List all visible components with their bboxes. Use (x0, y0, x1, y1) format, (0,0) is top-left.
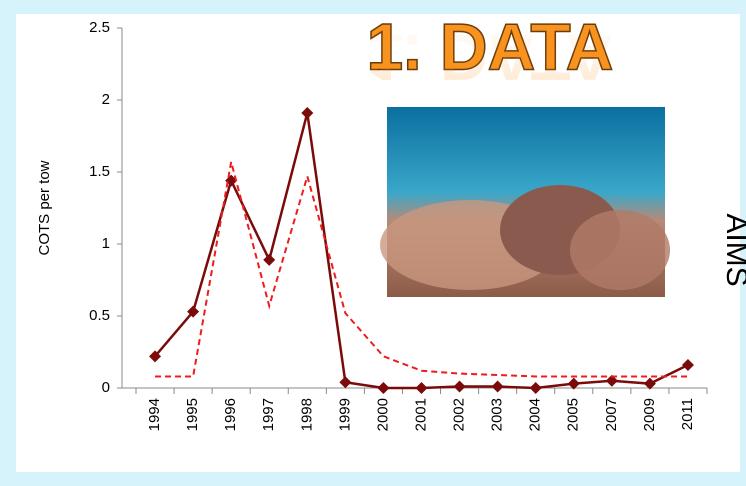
title-reflection: 1. DATA (367, 21, 614, 95)
y-axis-label: COTS per tow (36, 160, 53, 255)
y-tick-label: 1 (102, 235, 110, 252)
x-tick-label: 2009 (641, 398, 658, 431)
x-tick-label: 2007 (603, 398, 620, 431)
photo (380, 107, 670, 297)
side-note: AIMS (720, 213, 746, 286)
x-tick-label: 2000 (374, 398, 391, 431)
x-tick-label: 1999 (336, 398, 353, 431)
x-tick-label: 2002 (451, 398, 468, 431)
y-tick-label: 2 (102, 91, 110, 108)
x-tick-label: 2005 (565, 398, 582, 431)
x-tick-label: 2004 (527, 398, 544, 431)
chart: 1. DATA 1. DATA COTS per tow AIMS 00.511… (0, 0, 746, 486)
x-tick-label: 2003 (489, 398, 506, 431)
x-tick-label: 1995 (184, 398, 201, 431)
y-tick-label: 0.5 (89, 307, 110, 324)
x-tick-label: 1998 (298, 398, 315, 431)
page: {"chart_data": {"type": "line", "title":… (0, 0, 746, 486)
y-tick-label: 2.5 (89, 19, 110, 36)
x-tick-label: 1996 (222, 398, 239, 431)
x-tick-label: 1994 (146, 398, 163, 431)
y-tick-label: 0 (102, 379, 110, 396)
x-tick-label: 2001 (412, 398, 429, 431)
x-tick-label: 1997 (260, 398, 277, 431)
y-tick-label: 1.5 (89, 163, 110, 180)
x-tick-label: 2011 (679, 398, 696, 430)
